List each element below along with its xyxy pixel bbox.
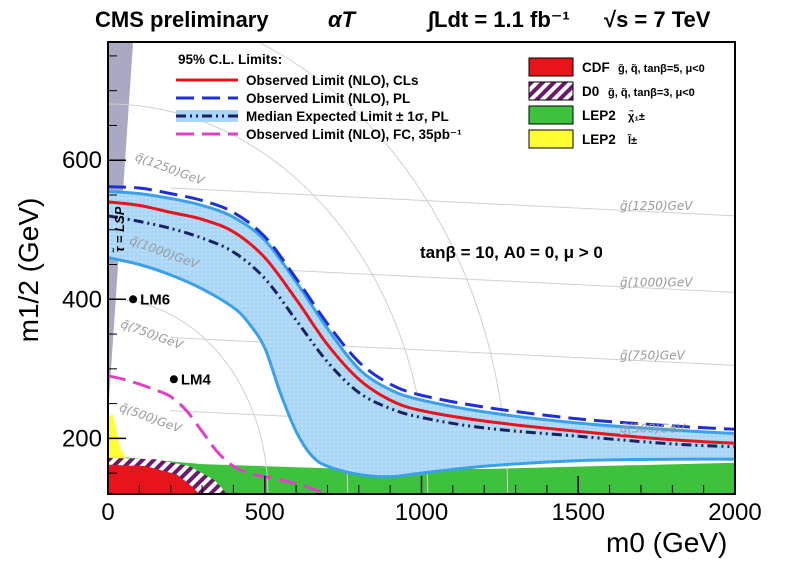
x-tick-label: 500 [245, 499, 285, 526]
region-desc-label: l̃± [628, 134, 637, 147]
benchmark-points: LM6 LM4 [129, 291, 211, 388]
region-experiment-label: LEP2 [582, 108, 616, 123]
region-experiment-label: D0 [582, 84, 599, 99]
expected-minus-1sigma-line [108, 256, 735, 479]
model-parameters: tanβ = 10, A0 = 0, μ > 0 [420, 243, 603, 262]
legend-entry-label: Median Expected Limit ± 1σ, PL [246, 109, 449, 124]
region-legend-swatch [528, 57, 574, 77]
region-legend-swatch [528, 129, 574, 149]
squark-contour-label: q̃(750)GeV [119, 317, 185, 353]
squark-contour [256, 42, 509, 494]
expected-band [108, 190, 735, 479]
benchmark-dot [129, 295, 138, 304]
x-tick-label: 1000 [395, 499, 448, 526]
limit-line-4 [108, 374, 328, 494]
region-legend-swatch [528, 105, 574, 125]
benchmark-dot [169, 375, 178, 384]
contour-labels: g̃(1250)GeV g̃(1000)GeV g̃(750)GeV g̃(500)G… [118, 150, 694, 436]
benchmark-label: LM4 [181, 371, 212, 388]
legend-entry-label: Observed Limit (NLO), PL [246, 91, 410, 106]
gluino-contour-label: g̃(500)GeV [620, 421, 686, 435]
energy-label: √s = 7 TeV [604, 7, 711, 32]
legend-entry-label: Observed Limit (NLO), FC, 35pb⁻¹ [246, 127, 462, 142]
lsp-region [108, 42, 134, 494]
limit-line-2 [108, 185, 735, 431]
gluino-contour-label: g̃(1250)GeV [620, 199, 693, 213]
expected-band-fill [108, 191, 735, 477]
legend-title: 95% C.L. Limits: [178, 52, 282, 67]
expected-plus-1sigma-line [108, 190, 735, 435]
limit-curves [108, 185, 735, 494]
gluino-contour [170, 187, 735, 217]
luminosity-label: ∫Ldt = 1.1 fb⁻¹ [426, 7, 570, 32]
squark-contour-label: q̃(500)GeV [118, 400, 184, 436]
x-tick-label: 0 [101, 499, 114, 526]
region-experiment-label: CDF [582, 60, 610, 75]
legend-entry-label: Observed Limit (NLO), CLs [246, 73, 419, 88]
y-tick-label: 600 [62, 147, 102, 174]
squark-contour-label: q̃(1250)GeV [133, 150, 207, 188]
analysis-label: αT [328, 7, 357, 32]
gluino-contour-label: g̃(1000)GeV [620, 275, 693, 289]
region-desc-label: χ̃₁± [628, 110, 645, 123]
y-axis-label: m1/2 (GeV) [13, 198, 44, 343]
region-legend-swatch [528, 81, 574, 101]
y-tick-label: 200 [62, 425, 102, 452]
region-desc-label: g̃, q̃, tanβ=3, μ<0 [608, 87, 695, 99]
region-experiment-label: LEP2 [582, 132, 616, 147]
limit-line-1 [108, 200, 735, 445]
cdf-region [108, 464, 199, 494]
benchmark-label: LM6 [140, 291, 170, 308]
lsp-label: τ̃ = LSP [112, 206, 127, 253]
x-tick-label: 2000 [708, 499, 761, 526]
x-axis-label: m0 (GeV) [606, 527, 727, 558]
region-desc-label: g̃, q̃, tanβ=5, μ<0 [618, 63, 705, 75]
axes: 0 500 1000 1500 2000 200 400 600 [62, 55, 762, 526]
squark-contour [108, 298, 269, 494]
experiment-label: CMS preliminary [95, 7, 269, 32]
y-tick-label: 400 [62, 286, 102, 313]
limits-legend: 95% C.L. Limits: Observed Limit (NLO), C… [176, 52, 462, 142]
x-tick-label: 1500 [552, 499, 605, 526]
excluded-regions-legend: CDF g̃, q̃, tanβ=5, μ<0 D0 g̃, q̃, tanβ=3, … [528, 57, 705, 149]
gluino-contour-label: g̃(750)GeV [620, 348, 686, 362]
